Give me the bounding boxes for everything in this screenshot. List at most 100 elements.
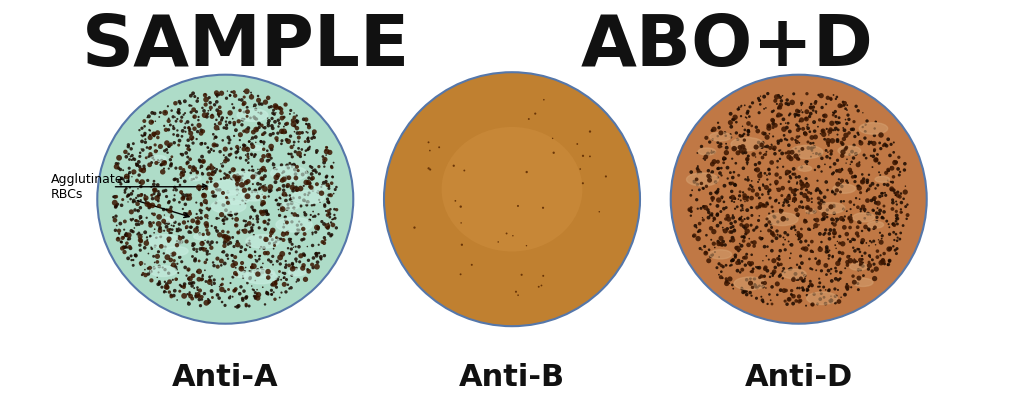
Point [322, 214, 338, 220]
Point [799, 209, 815, 216]
Point [267, 278, 284, 285]
Point [180, 300, 197, 307]
Point [248, 106, 264, 112]
Point [698, 232, 715, 239]
Point [283, 195, 299, 202]
Point [739, 194, 756, 200]
Point [124, 152, 140, 159]
Point [689, 170, 706, 177]
Point [292, 129, 308, 136]
Point [198, 245, 214, 252]
Point [799, 182, 815, 189]
Point [239, 197, 255, 203]
Point [142, 233, 159, 239]
Point [823, 120, 840, 127]
Point [167, 288, 183, 294]
Point [775, 265, 792, 272]
Point [728, 244, 744, 251]
Point [683, 169, 699, 176]
Point [286, 121, 302, 127]
Point [258, 269, 274, 276]
Point [892, 236, 908, 242]
Point [858, 188, 874, 195]
Point [253, 196, 269, 203]
Point [169, 226, 185, 232]
Point [710, 203, 726, 209]
Point [744, 183, 761, 190]
Point [804, 134, 820, 141]
Point [857, 250, 873, 256]
Point [271, 186, 288, 193]
Point [762, 181, 778, 188]
Point [744, 266, 761, 272]
Point [263, 146, 280, 153]
Point [273, 110, 290, 116]
Point [300, 192, 316, 198]
Point [795, 278, 811, 285]
Point [129, 208, 145, 214]
Point [889, 201, 905, 208]
Point [840, 236, 856, 243]
Point [717, 129, 733, 136]
Point [319, 182, 336, 188]
Point [808, 110, 824, 117]
Point [220, 229, 237, 235]
Point [752, 234, 768, 241]
Point [252, 185, 268, 191]
Point [834, 152, 850, 159]
Point [748, 282, 764, 289]
Point [139, 114, 156, 121]
Point [318, 148, 335, 155]
Point [744, 187, 761, 194]
Point [274, 170, 291, 176]
Point [508, 288, 524, 295]
Point [140, 250, 157, 257]
Point [749, 124, 765, 131]
Point [232, 283, 249, 290]
Point [742, 289, 759, 296]
Point [293, 221, 309, 228]
Point [194, 141, 210, 147]
Point [850, 131, 866, 138]
Point [796, 287, 812, 293]
Point [272, 202, 289, 208]
Point [319, 223, 336, 229]
Point [763, 270, 779, 277]
Point [261, 188, 278, 195]
Point [220, 156, 237, 163]
Point [788, 174, 805, 181]
Point [711, 124, 727, 131]
Point [266, 165, 283, 172]
Point [755, 280, 771, 286]
Point [735, 254, 752, 261]
Point [785, 276, 802, 283]
Point [153, 109, 169, 116]
Point [206, 148, 222, 154]
Point [117, 149, 133, 155]
Point [248, 139, 264, 146]
Point [229, 241, 246, 248]
Point [808, 98, 824, 105]
Point [764, 224, 780, 231]
Point [823, 296, 840, 303]
Point [249, 189, 265, 196]
Point [203, 244, 219, 251]
Point [830, 298, 847, 305]
Point [188, 211, 205, 217]
Point [841, 116, 857, 123]
Point [255, 199, 271, 206]
Point [238, 179, 254, 186]
Point [133, 260, 150, 266]
Point [187, 290, 204, 296]
Point [308, 250, 325, 257]
Point [771, 186, 787, 193]
Point [756, 131, 772, 138]
Point [108, 204, 124, 210]
Point [780, 202, 797, 209]
Point [142, 144, 159, 151]
Point [251, 120, 267, 127]
Point [772, 121, 788, 127]
Point [510, 203, 526, 209]
Point [187, 167, 204, 174]
Point [189, 286, 206, 293]
